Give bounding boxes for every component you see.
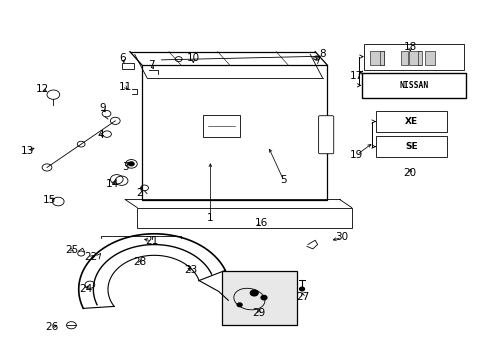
Bar xyxy=(137,208,351,228)
Text: 21: 21 xyxy=(145,236,158,246)
FancyBboxPatch shape xyxy=(318,116,333,154)
Text: 19: 19 xyxy=(349,150,363,160)
Text: 3: 3 xyxy=(122,162,128,172)
Text: 2: 2 xyxy=(136,188,142,198)
Bar xyxy=(408,51,420,65)
Bar xyxy=(142,65,327,200)
Text: NISSAN: NISSAN xyxy=(398,81,427,90)
Circle shape xyxy=(128,162,134,166)
Text: 14: 14 xyxy=(106,179,119,189)
Text: 8: 8 xyxy=(319,49,325,59)
Text: 26: 26 xyxy=(45,322,59,332)
Bar xyxy=(375,111,446,132)
Text: 30: 30 xyxy=(335,232,348,242)
Circle shape xyxy=(237,303,242,307)
Text: 29: 29 xyxy=(252,308,265,318)
Text: 6: 6 xyxy=(119,53,125,63)
Text: SE: SE xyxy=(405,142,417,151)
Text: 27: 27 xyxy=(296,292,309,302)
Text: 12: 12 xyxy=(36,84,49,94)
Text: 22: 22 xyxy=(84,252,97,262)
Bar xyxy=(375,136,446,157)
Circle shape xyxy=(250,290,258,296)
Bar xyxy=(369,51,384,65)
Circle shape xyxy=(299,287,304,291)
Text: 4: 4 xyxy=(97,130,104,140)
Text: 10: 10 xyxy=(186,53,200,63)
Text: 11: 11 xyxy=(118,82,131,92)
Bar xyxy=(361,73,466,98)
Text: 9: 9 xyxy=(100,103,106,113)
Bar xyxy=(424,51,434,65)
Text: 1: 1 xyxy=(206,213,213,222)
Bar xyxy=(417,51,422,65)
Text: 24: 24 xyxy=(79,284,92,294)
Text: 5: 5 xyxy=(280,175,286,185)
Text: 13: 13 xyxy=(21,146,34,156)
Bar xyxy=(122,63,134,69)
Text: 7: 7 xyxy=(148,60,155,70)
Text: 23: 23 xyxy=(184,265,197,275)
Text: 16: 16 xyxy=(254,218,267,228)
Text: 17: 17 xyxy=(349,71,363,81)
Bar xyxy=(379,51,384,65)
Text: 18: 18 xyxy=(403,42,416,52)
Text: 28: 28 xyxy=(133,257,146,267)
Text: 15: 15 xyxy=(43,195,56,205)
Circle shape xyxy=(261,296,266,300)
Text: 20: 20 xyxy=(403,168,416,178)
Text: XE: XE xyxy=(405,117,417,126)
Bar xyxy=(221,271,297,325)
Text: 25: 25 xyxy=(64,245,78,255)
Bar xyxy=(203,116,239,137)
Bar xyxy=(400,51,407,65)
Bar xyxy=(363,44,463,69)
